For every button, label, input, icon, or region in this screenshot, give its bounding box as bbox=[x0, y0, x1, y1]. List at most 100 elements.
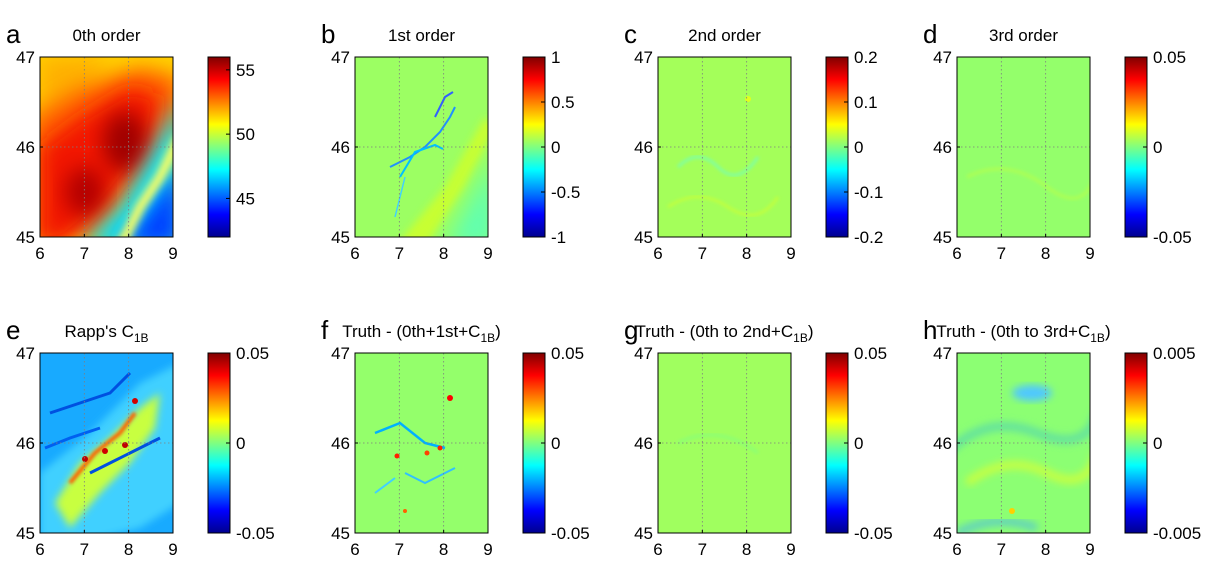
x-tick-label: 8 bbox=[439, 540, 448, 559]
x-tick-label: 9 bbox=[483, 244, 492, 263]
colorbar-tick-label: 50 bbox=[236, 125, 255, 144]
field-valley-2 bbox=[404, 467, 456, 485]
panel-letter: g bbox=[624, 315, 638, 345]
colorbar-tick-label: -0.1 bbox=[854, 183, 883, 202]
x-tick-label: 8 bbox=[1041, 244, 1050, 263]
panel-title: Truth - (0th+1st+C1B) bbox=[342, 322, 501, 345]
colorbar-tick-label: 0 bbox=[1153, 138, 1162, 157]
panel-title-after: ) bbox=[1105, 322, 1111, 341]
panel-c: c 2nd order 6 7 8 9 45 46 47 0.2 0.1 0 -0.1 -0.2 bbox=[624, 19, 883, 263]
colorbar-tick-label: 0.05 bbox=[854, 344, 887, 363]
x-tick-label: 9 bbox=[786, 244, 795, 263]
field-ripple-3 bbox=[957, 517, 1039, 533]
field-peak-2 bbox=[102, 448, 108, 454]
field-ripple-2 bbox=[964, 461, 1090, 487]
field-base bbox=[355, 57, 488, 237]
field-ripple-1 bbox=[966, 167, 1090, 201]
colorbar-tick-label: 55 bbox=[236, 61, 255, 80]
y-tick-label: 45 bbox=[634, 228, 653, 247]
y-tick-label: 45 bbox=[16, 228, 35, 247]
panel-title: Truth - (0th to 3rd+C1B) bbox=[936, 322, 1110, 345]
panel-title-main: 0th order bbox=[72, 26, 140, 45]
x-tick-label: 6 bbox=[653, 244, 662, 263]
heatmap-field bbox=[957, 353, 1090, 533]
field-darkred-core bbox=[103, 112, 147, 172]
panel-letter: a bbox=[6, 19, 21, 49]
colorbar-tick-label: 0 bbox=[854, 434, 863, 453]
x-tick-label: 6 bbox=[350, 540, 359, 559]
x-tick-label: 9 bbox=[483, 540, 492, 559]
field-yellow-ridge bbox=[119, 139, 173, 237]
y-tick-label: 47 bbox=[331, 48, 350, 67]
x-tick-label: 7 bbox=[698, 540, 707, 559]
field-base bbox=[355, 353, 488, 533]
colorbar-tick-label: 0.5 bbox=[551, 93, 575, 112]
y-tick-label: 45 bbox=[634, 524, 653, 543]
y-tick-label: 46 bbox=[933, 434, 952, 453]
panel-letter: b bbox=[321, 19, 335, 49]
field-valley-1 bbox=[374, 421, 446, 450]
panel-letter: d bbox=[923, 19, 937, 49]
x-tick-label: 7 bbox=[80, 540, 89, 559]
colorbar-tick-label: -0.05 bbox=[236, 524, 275, 543]
y-tick-label: 45 bbox=[331, 524, 350, 543]
field-valley-1 bbox=[49, 371, 132, 415]
colorbar-tick-label: 0 bbox=[854, 138, 863, 157]
x-tick-label: 8 bbox=[124, 244, 133, 263]
field-peak-3 bbox=[437, 445, 443, 451]
colorbar bbox=[207, 56, 231, 238]
field-speck bbox=[745, 96, 751, 102]
panel-b: b 1st order 6 7 8 9 45 46 47 1 0.5 0 -0.5 -1 bbox=[321, 19, 580, 263]
panel-title-main: 1st order bbox=[388, 26, 455, 45]
y-tick-label: 46 bbox=[933, 138, 952, 157]
y-tick-label: 45 bbox=[331, 228, 350, 247]
field-base bbox=[957, 57, 1090, 237]
y-tick-label: 47 bbox=[634, 48, 653, 67]
field-ripple-1 bbox=[677, 433, 760, 455]
y-tick-label: 46 bbox=[634, 138, 653, 157]
field-blue-valley-1 bbox=[389, 106, 456, 168]
x-tick-label: 8 bbox=[124, 540, 133, 559]
x-tick-label: 6 bbox=[35, 244, 44, 263]
field-peak-4 bbox=[132, 398, 138, 404]
panel-title-sub: 1B bbox=[793, 331, 808, 345]
y-tick-label: 46 bbox=[331, 138, 350, 157]
colorbar-tick-label: -0.005 bbox=[1153, 524, 1201, 543]
colorbar-tick-label: 0 bbox=[551, 434, 560, 453]
panel-title-main: Truth - (0th to 3rd+C bbox=[936, 322, 1090, 341]
panel-title-main: 3rd order bbox=[989, 26, 1058, 45]
field-yellow-band bbox=[403, 117, 488, 237]
x-tick-label: 9 bbox=[1085, 244, 1094, 263]
field-peak-1 bbox=[394, 453, 400, 459]
x-tick-label: 9 bbox=[786, 540, 795, 559]
panel-title-sub: 1B bbox=[134, 331, 149, 345]
field-valley-3 bbox=[374, 477, 396, 494]
colorbar-tick-label: 45 bbox=[236, 189, 255, 208]
x-tick-label: 7 bbox=[997, 244, 1006, 263]
field-orange-ridge bbox=[68, 411, 137, 485]
x-tick-label: 8 bbox=[1041, 540, 1050, 559]
field-peak-2 bbox=[424, 450, 430, 456]
panel-title: 2nd order bbox=[688, 26, 761, 45]
panel-title-main: 2nd order bbox=[688, 26, 761, 45]
y-tick-label: 46 bbox=[16, 138, 35, 157]
colorbar-tick-label: 0 bbox=[551, 138, 560, 157]
colorbar-tick-label: -1 bbox=[551, 228, 566, 247]
x-tick-label: 7 bbox=[80, 244, 89, 263]
field-peak-1 bbox=[82, 456, 88, 462]
field-peak-1 bbox=[1009, 508, 1015, 514]
x-tick-label: 7 bbox=[395, 540, 404, 559]
x-tick-label: 6 bbox=[35, 540, 44, 559]
field-blue-valley-4 bbox=[394, 176, 406, 218]
colorbar-tick-label: -0.5 bbox=[551, 183, 580, 202]
panel-letter: c bbox=[624, 19, 637, 49]
field-darkred-south bbox=[65, 167, 105, 217]
panel-title-sub: 1B bbox=[480, 331, 495, 345]
y-tick-label: 45 bbox=[933, 524, 952, 543]
x-tick-label: 6 bbox=[653, 540, 662, 559]
field-peak-4 bbox=[447, 395, 453, 401]
panel-title-main: Rapp's C bbox=[64, 322, 133, 341]
colorbar-tick-label: 0 bbox=[1153, 434, 1162, 453]
x-tick-label: 8 bbox=[742, 540, 751, 559]
